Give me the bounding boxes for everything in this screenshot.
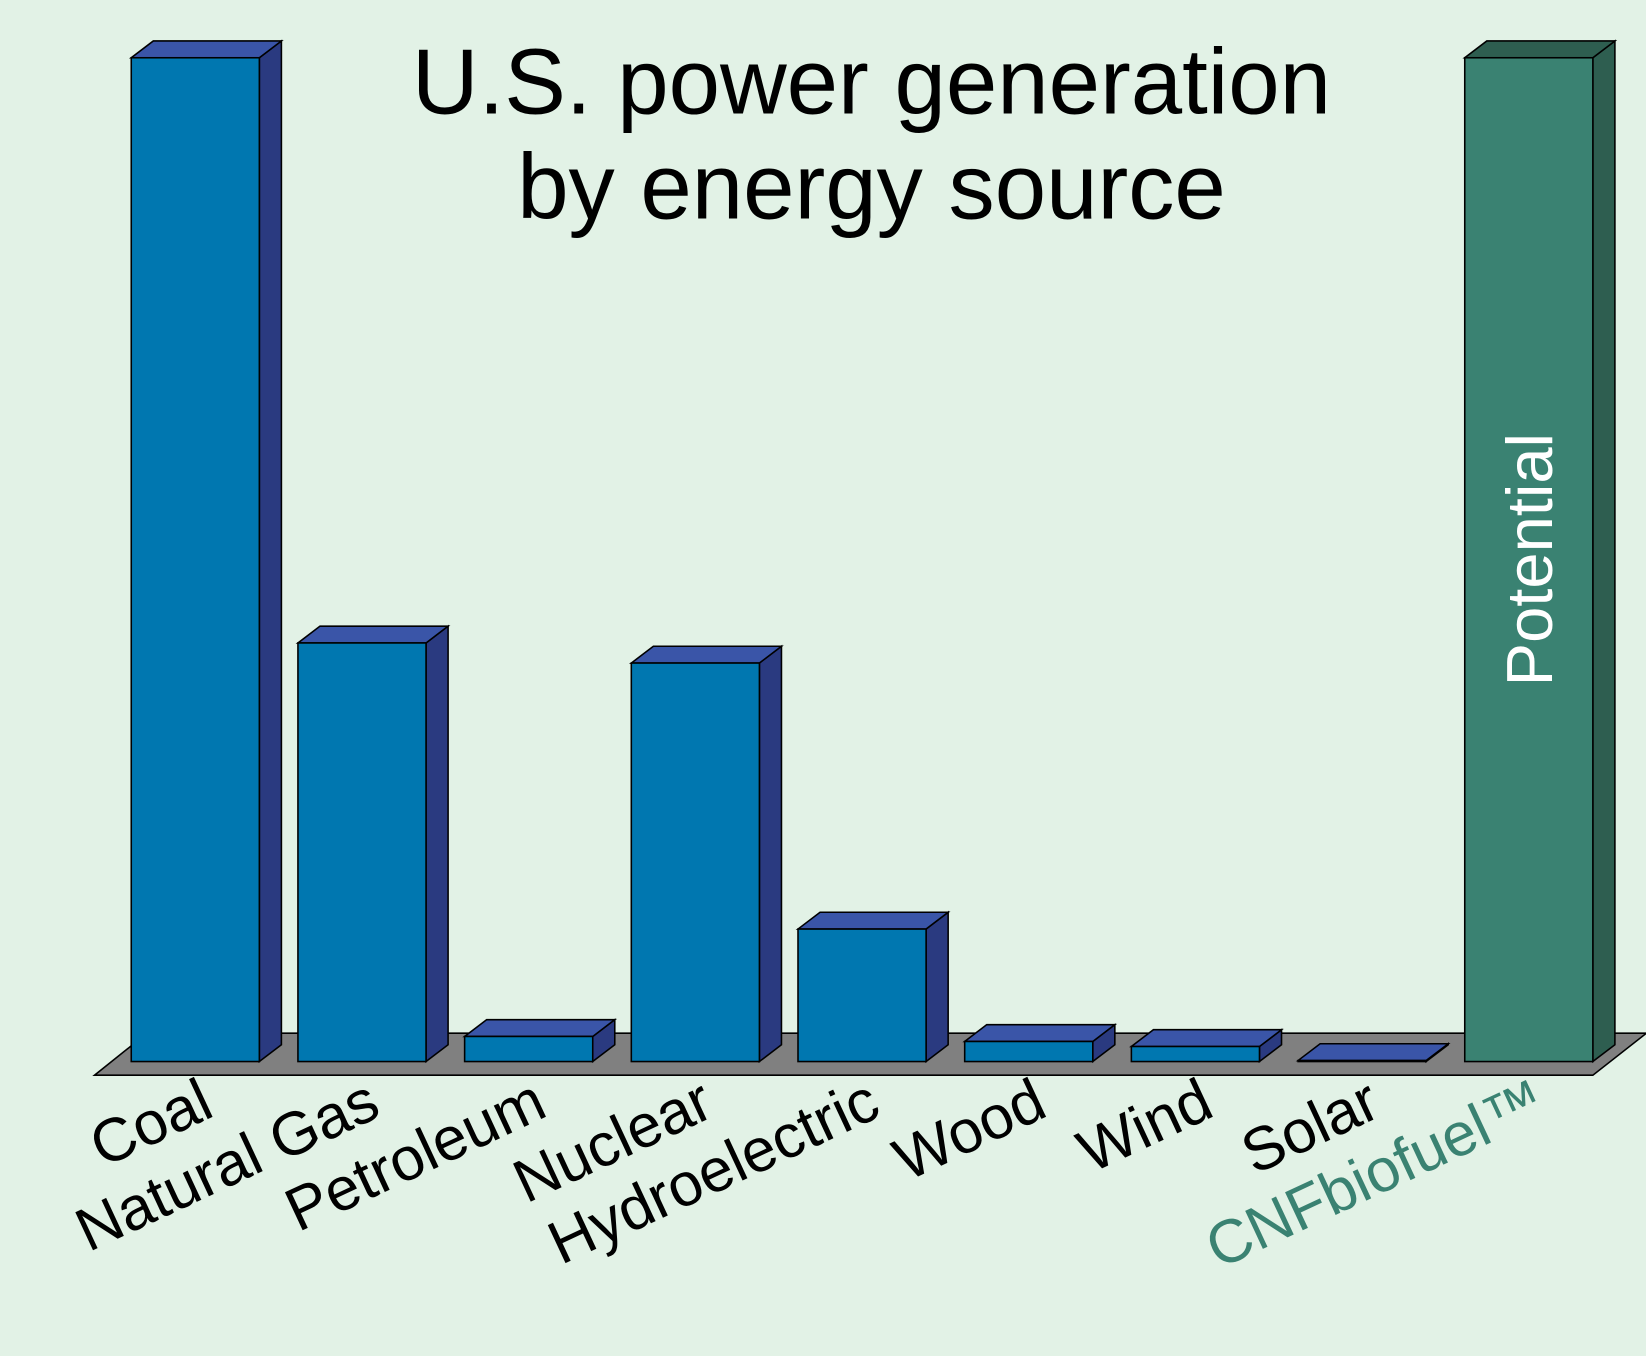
bar-side	[258, 39, 283, 1064]
bar-top	[1129, 1028, 1284, 1048]
bar-side	[758, 644, 783, 1064]
chart-title: by energy source	[517, 134, 1226, 238]
bar	[1130, 1045, 1261, 1063]
bar-side	[425, 624, 449, 1064]
bar	[630, 662, 761, 1063]
bar	[1297, 1059, 1427, 1063]
bar-top	[462, 1018, 618, 1038]
bar-top	[795, 911, 951, 930]
bar	[297, 642, 427, 1063]
bar-top	[128, 40, 284, 59]
bar	[1463, 56, 1594, 1063]
bar	[463, 1035, 594, 1063]
bar	[797, 928, 927, 1063]
chart-title: U.S. power generation	[412, 29, 1331, 133]
bar-top	[628, 645, 784, 664]
bar-top	[295, 625, 451, 644]
annotation: Potential	[1493, 433, 1566, 686]
bar-top	[962, 1023, 1118, 1043]
bar	[963, 1040, 1094, 1063]
bar-top	[1295, 1042, 1451, 1062]
bar-top	[1462, 40, 1618, 59]
bar	[130, 56, 261, 1063]
bar-side	[925, 910, 949, 1064]
bar-side	[1592, 39, 1616, 1064]
